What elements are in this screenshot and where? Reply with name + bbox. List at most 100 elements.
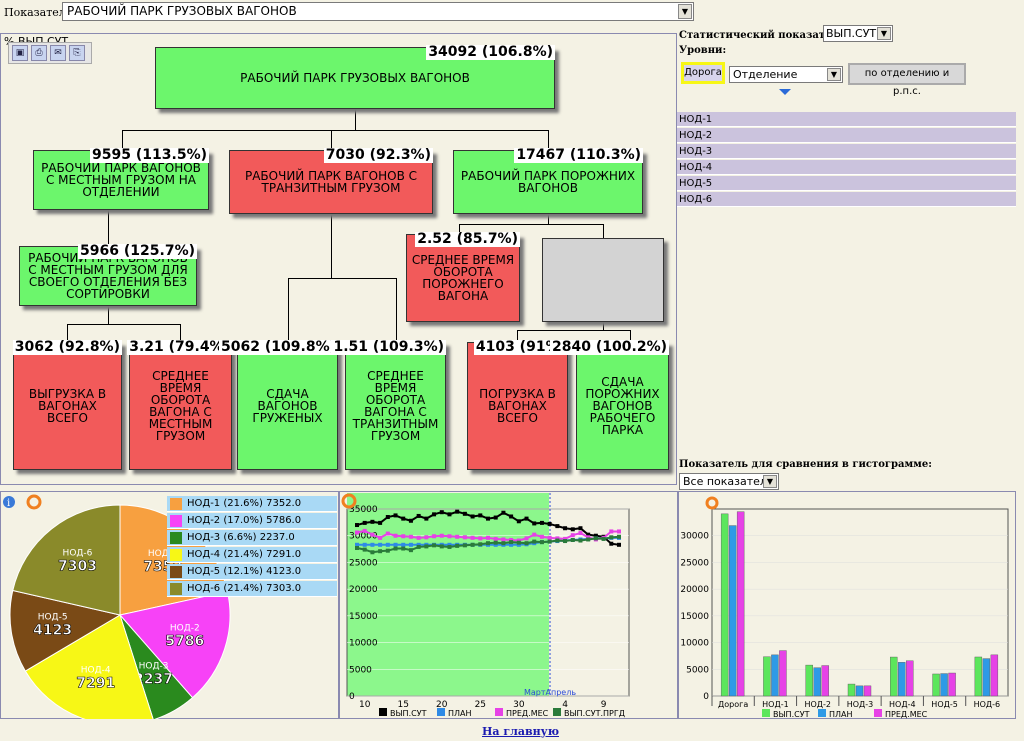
series-point xyxy=(408,518,413,523)
print-preview-icon[interactable]: ⎙ xyxy=(31,45,47,61)
tree-node-n5[interactable]: СРЕДНЕЕ ВРЕМЯ ОБОРОТА ПОРОЖНЕГО ВАГОНА xyxy=(406,234,520,322)
bar[interactable] xyxy=(720,513,729,697)
series-point xyxy=(424,535,429,540)
bar[interactable] xyxy=(982,658,991,697)
chevron-down-icon[interactable]: ▼ xyxy=(678,4,692,19)
series-point xyxy=(355,542,359,547)
compare-select[interactable]: Все показатели ▼ xyxy=(679,473,779,490)
level-row[interactable]: НОД-6 xyxy=(677,192,1016,207)
pie-slice-value: 2237 xyxy=(134,671,173,687)
tree-connector xyxy=(67,324,180,325)
pie-legend-item: НОД-2 (17.0%) 5786.0 xyxy=(167,513,337,529)
tree-connector xyxy=(122,130,549,131)
level-row[interactable]: НОД-2 xyxy=(677,128,1016,143)
bar[interactable] xyxy=(805,664,813,697)
series-point xyxy=(362,547,367,552)
pie-slice[interactable] xyxy=(9,589,122,672)
bar[interactable] xyxy=(974,656,983,697)
bar[interactable] xyxy=(736,511,745,697)
series-point xyxy=(378,542,383,547)
bar[interactable] xyxy=(948,672,956,697)
tree-connector xyxy=(630,330,631,342)
pie-slice[interactable] xyxy=(119,590,231,699)
bar[interactable] xyxy=(932,673,940,697)
mail-icon[interactable]: ✉ xyxy=(50,45,66,61)
y-tick-label: 10000 xyxy=(349,639,378,649)
expand-arrow-icon[interactable] xyxy=(779,89,791,95)
road-button[interactable]: Дорога xyxy=(681,62,725,84)
series-point xyxy=(578,538,583,543)
pie-slice[interactable] xyxy=(12,504,121,616)
x-tick-label: НОД-1 xyxy=(762,700,789,709)
bar[interactable] xyxy=(847,683,856,697)
bar[interactable] xyxy=(821,665,829,697)
tree-node-label: СРЕДНЕЕ ВРЕМЯ ОБОРОТА ВАГОНА С ТРАНЗИТНЫ… xyxy=(352,369,439,443)
bar[interactable] xyxy=(728,525,737,697)
tree-node-n10[interactable]: СРЕДНЕЕ ВРЕМЯ ОБОРОТА ВАГОНА С ТРАНЗИТНЫ… xyxy=(345,342,446,470)
level-row[interactable]: НОД-3 xyxy=(677,144,1016,159)
bar[interactable] xyxy=(763,656,771,697)
chevron-down-icon[interactable]: ▼ xyxy=(877,27,891,40)
chevron-down-icon[interactable]: ▼ xyxy=(763,475,777,488)
series-point xyxy=(355,530,359,535)
series-point xyxy=(547,535,552,540)
save-icon[interactable]: ▣ xyxy=(12,45,28,61)
tree-node-n12[interactable]: СДАЧА ПОРОЖНИХ ВАГОНОВ РАБОЧЕГО ПАРКА xyxy=(576,342,669,470)
level-row[interactable]: НОД-1 xyxy=(677,112,1016,127)
series-point xyxy=(447,534,452,539)
series-point xyxy=(501,537,506,542)
refresh-icon[interactable] xyxy=(26,494,42,510)
pie-slice[interactable] xyxy=(24,614,154,719)
tree-node-n6[interactable] xyxy=(542,238,664,322)
series-point xyxy=(370,550,375,555)
series-point xyxy=(478,542,483,547)
bar[interactable] xyxy=(863,685,872,697)
refresh-icon[interactable] xyxy=(705,496,719,510)
bar[interactable] xyxy=(771,654,779,697)
info-icon[interactable]: i xyxy=(3,496,15,509)
y-tick-label: 25000 xyxy=(349,558,378,568)
by-division-button[interactable]: по отделению и р.п.с. xyxy=(848,63,966,97)
series-point xyxy=(609,529,614,534)
legend-swatch xyxy=(495,708,503,716)
series-point xyxy=(455,543,460,548)
pie-slice[interactable] xyxy=(119,614,194,719)
level-row[interactable]: НОД-4 xyxy=(677,160,1016,175)
y-tick-label: 0 xyxy=(703,692,709,702)
bar[interactable] xyxy=(779,650,787,697)
refresh-icon[interactable] xyxy=(341,493,357,509)
tree-connector xyxy=(459,224,603,225)
bar[interactable] xyxy=(906,660,914,697)
chevron-down-icon[interactable]: ▼ xyxy=(827,68,841,81)
series-point xyxy=(555,538,560,543)
tree-connector xyxy=(67,324,68,342)
print-icon[interactable]: ⎘ xyxy=(69,45,85,61)
bar[interactable] xyxy=(990,654,999,697)
level-row[interactable]: НОД-5 xyxy=(677,176,1016,191)
tree-node-n8[interactable]: СРЕДНЕЕ ВРЕМЯ ОБОРОТА ВАГОНА С МЕСТНЫМ Г… xyxy=(129,342,232,470)
tree-node-n7[interactable]: ВЫГРУЗКА В ВАГОНАХ ВСЕГО xyxy=(13,342,122,470)
x-tick-label: НОД-5 xyxy=(931,700,958,709)
tree-connector xyxy=(603,322,604,330)
bar[interactable] xyxy=(940,673,948,697)
tree-connector xyxy=(180,324,181,342)
home-link[interactable]: На главную xyxy=(482,725,559,738)
legend-swatch xyxy=(762,709,770,717)
series-point xyxy=(370,542,375,547)
x-tick-label: Дорога xyxy=(718,700,748,709)
stat-select[interactable]: ВЫП.СУТ ▼ xyxy=(823,25,893,42)
pie-legend-item: НОД-4 (21.4%) 7291.0 xyxy=(167,547,337,563)
series-point xyxy=(432,534,437,539)
legend-swatch xyxy=(437,708,445,716)
bar[interactable] xyxy=(855,685,864,697)
series-point xyxy=(555,524,560,529)
tree-node-n11[interactable]: ПОГРУЗКА В ВАГОНАХ ВСЕГО xyxy=(467,342,568,470)
tree-node-n9[interactable]: СДАЧА ВАГОНОВ ГРУЖЕНЫХ xyxy=(237,342,338,470)
indicator-select[interactable]: РАБОЧИЙ ПАРК ГРУЗОВЫХ ВАГОНОВ ▼ xyxy=(62,2,694,21)
bar[interactable] xyxy=(890,656,898,697)
level-select[interactable]: Отделение ▼ xyxy=(729,66,843,83)
x-tick-label: НОД-4 xyxy=(889,700,916,709)
bar[interactable] xyxy=(813,667,821,697)
bar[interactable] xyxy=(898,662,906,697)
tree-node-value: 3.21 (79.4%) xyxy=(127,339,232,355)
